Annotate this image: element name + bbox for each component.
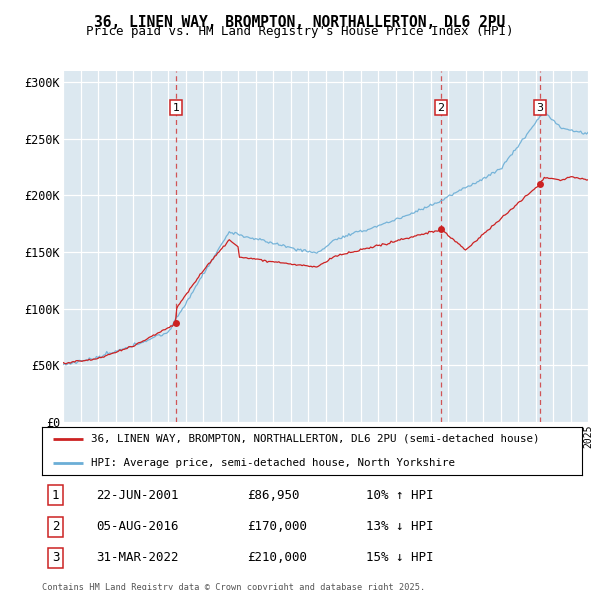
Text: 15% ↓ HPI: 15% ↓ HPI (366, 551, 433, 564)
Text: 1: 1 (173, 103, 180, 113)
Text: 3: 3 (52, 551, 59, 564)
Text: 05-AUG-2016: 05-AUG-2016 (96, 520, 179, 533)
Text: Contains HM Land Registry data © Crown copyright and database right 2025.
This d: Contains HM Land Registry data © Crown c… (42, 583, 425, 590)
Text: £86,950: £86,950 (247, 489, 300, 502)
Text: 2: 2 (437, 103, 445, 113)
Text: 36, LINEN WAY, BROMPTON, NORTHALLERTON, DL6 2PU (semi-detached house): 36, LINEN WAY, BROMPTON, NORTHALLERTON, … (91, 434, 539, 444)
Text: 31-MAR-2022: 31-MAR-2022 (96, 551, 179, 564)
Text: 3: 3 (536, 103, 544, 113)
Text: £210,000: £210,000 (247, 551, 307, 564)
Text: HPI: Average price, semi-detached house, North Yorkshire: HPI: Average price, semi-detached house,… (91, 458, 455, 468)
Text: 36, LINEN WAY, BROMPTON, NORTHALLERTON, DL6 2PU: 36, LINEN WAY, BROMPTON, NORTHALLERTON, … (94, 15, 506, 30)
Text: 1: 1 (52, 489, 59, 502)
Text: 2: 2 (52, 520, 59, 533)
Text: 13% ↓ HPI: 13% ↓ HPI (366, 520, 433, 533)
Text: Price paid vs. HM Land Registry's House Price Index (HPI): Price paid vs. HM Land Registry's House … (86, 25, 514, 38)
Text: 10% ↑ HPI: 10% ↑ HPI (366, 489, 433, 502)
Text: 22-JUN-2001: 22-JUN-2001 (96, 489, 179, 502)
Text: £170,000: £170,000 (247, 520, 307, 533)
